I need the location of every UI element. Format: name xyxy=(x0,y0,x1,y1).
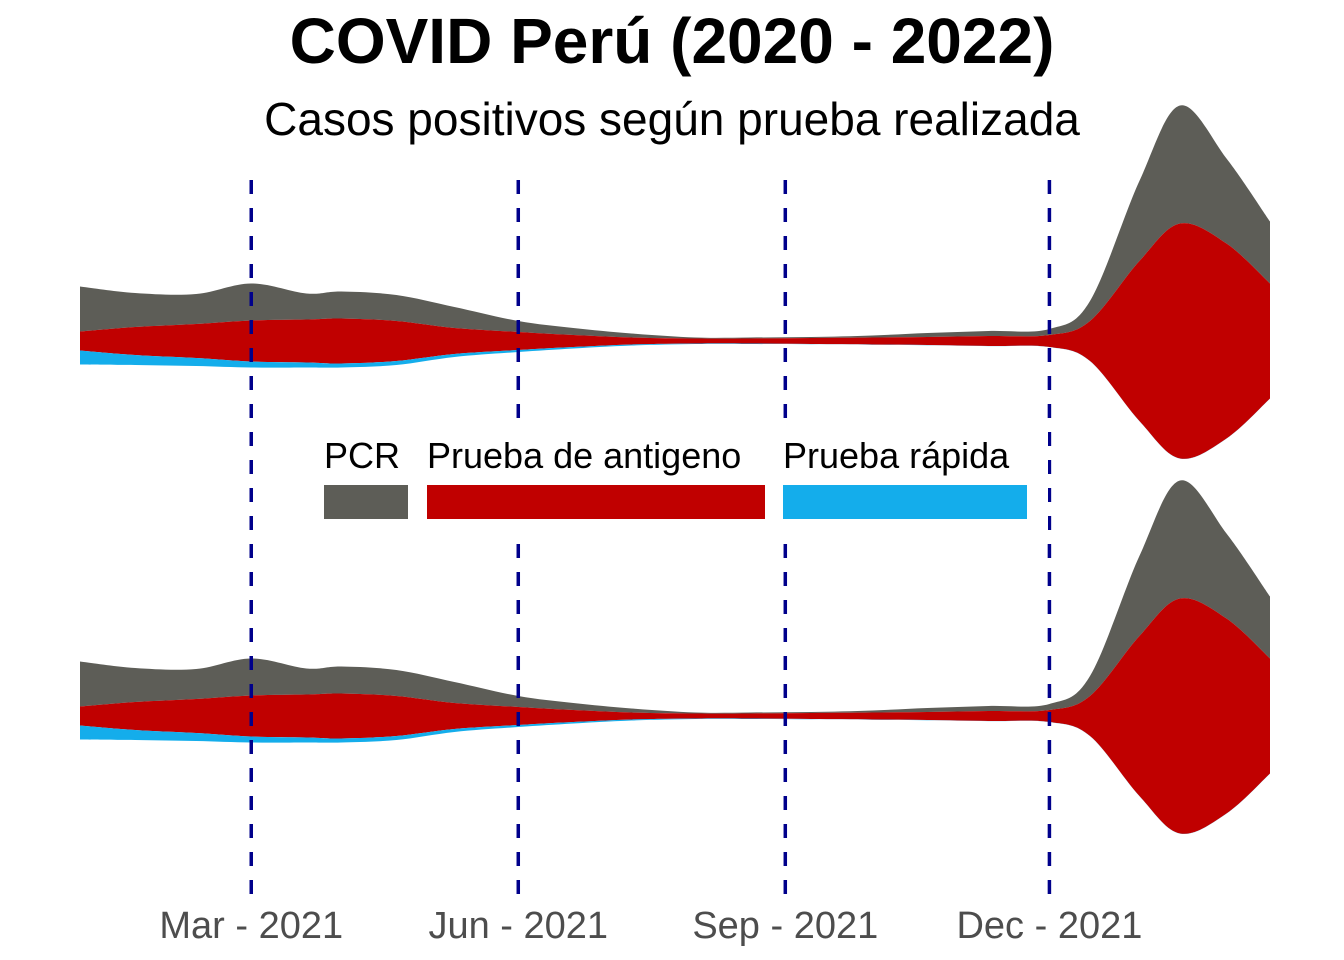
legend-label-prueba-de-antigeno: Prueba de antigeno xyxy=(427,435,741,476)
chart-subtitle: Casos positivos según prueba realizada xyxy=(264,93,1080,145)
x-axis-tick-labels: Mar - 2021 Jun - 2021 Sep - 2021 Dec - 2021 xyxy=(159,905,1142,947)
legend-key-pcr xyxy=(324,485,408,519)
stream-area-prueba-de-antigeno xyxy=(80,223,1270,459)
stream-panel-top xyxy=(80,105,1270,460)
stream-area-pcr xyxy=(80,480,1270,714)
stream-area-pcr xyxy=(80,105,1270,339)
legend: PCR Prueba de antigeno Prueba rápida xyxy=(300,418,1048,538)
x-tick-label: Jun - 2021 xyxy=(428,905,608,947)
legend-key-prueba-rapida xyxy=(783,485,1027,519)
stream-panel-bottom xyxy=(80,480,1270,835)
reference-lines xyxy=(249,180,1052,896)
legend-label-prueba-rapida: Prueba rápida xyxy=(783,435,1010,476)
x-tick-label: Mar - 2021 xyxy=(159,905,343,947)
stream-area-prueba-de-antigeno xyxy=(80,598,1270,834)
legend-label-pcr: PCR xyxy=(324,435,400,476)
x-tick-label: Dec - 2021 xyxy=(956,905,1142,947)
legend-key-prueba-de-antigeno xyxy=(427,485,765,519)
x-tick-label: Sep - 2021 xyxy=(692,905,878,947)
chart-title: COVID Perú (2020 - 2022) xyxy=(289,5,1055,77)
